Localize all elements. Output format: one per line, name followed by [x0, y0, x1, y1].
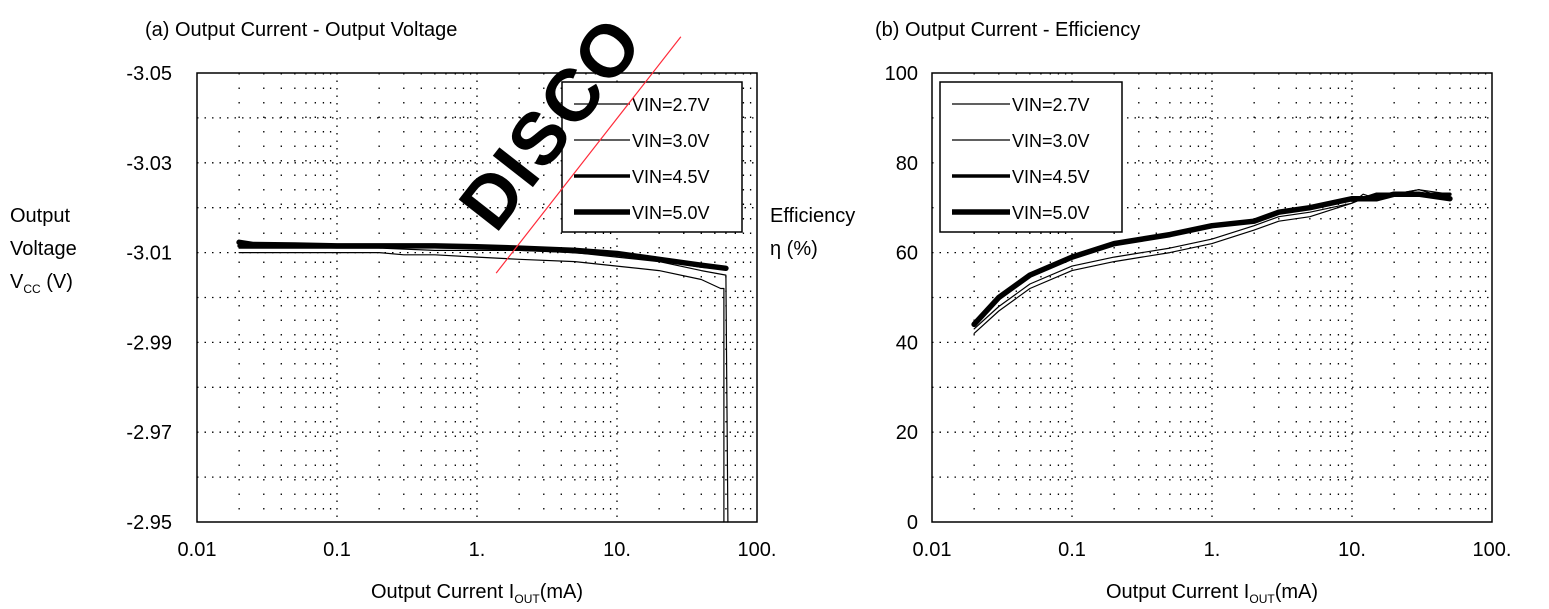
legend-label: VIN=4.5V — [632, 167, 710, 187]
x-axis-label-sub: OUT — [1249, 592, 1275, 606]
x-tick-label: 0.1 — [323, 539, 351, 561]
y-tick-label: 100 — [885, 63, 918, 85]
y-axis-label-text: Output — [10, 205, 70, 227]
y-axis-label-line: VCC (V) — [10, 271, 73, 296]
legend-box — [939, 81, 1123, 233]
series-line-vin-3-0v — [238, 247, 729, 523]
y-tick-label: 40 — [896, 332, 918, 354]
chart-panel-b: VIN=2.7V VIN=3.0V VIN=4.5V VIN=5.0V 0.01 0.1 1… — [770, 19, 1511, 606]
legend: VIN=2.7V VIN=3.0V VIN=4.5V VIN=5.0V — [561, 81, 743, 233]
y-axis-label-text: Voltage — [10, 238, 77, 260]
y-tick-label: -2.97 — [126, 422, 172, 444]
y-axis-label-line: Voltage — [10, 238, 77, 260]
x-tick-label: 0.1 — [1058, 539, 1086, 561]
x-tick-label: 10. — [603, 539, 631, 561]
y-tick-label: -3.05 — [126, 63, 172, 85]
legend: VIN=2.7V VIN=3.0V VIN=4.5V VIN=5.0V — [939, 81, 1123, 233]
x-axis-label-main: Output Current I — [1106, 581, 1249, 603]
y-tick-label: 20 — [896, 422, 918, 444]
legend-label: VIN=4.5V — [1012, 167, 1090, 187]
watermark-rule — [495, 36, 682, 274]
x-axis-label-sub: OUT — [514, 592, 540, 606]
y-axis-label-line: η (%) — [770, 238, 818, 260]
panel-title: (b) Output Current - Efficiency — [875, 19, 1140, 41]
y-tick-label: 0 — [907, 512, 918, 534]
y-tick-label: -3.03 — [126, 153, 172, 175]
x-tick-label: 100. — [1473, 539, 1512, 561]
x-tick-label: 0.01 — [178, 539, 217, 561]
legend-label: VIN=3.0V — [1012, 131, 1090, 151]
legend-label: VIN=5.0V — [1012, 203, 1090, 223]
plot-frame — [196, 72, 758, 523]
legend-label: VIN=5.0V — [632, 203, 710, 223]
x-tick-label: 0.01 — [913, 539, 952, 561]
legend-label: VIN=2.7V — [632, 95, 710, 115]
x-axis-label-unit: (mA) — [540, 581, 583, 603]
series-line-vin-2-7v — [238, 252, 725, 523]
y-axis-label-line: Output — [10, 205, 70, 227]
y-axis-label-text: V — [10, 271, 24, 293]
series-line-vin-5-0v — [971, 191, 1453, 328]
x-axis-label: Output Current IOUT(mA) — [371, 581, 583, 606]
panel-title: (a) Output Current - Output Voltage — [145, 19, 457, 41]
y-tick-label: 60 — [896, 243, 918, 265]
y-axis-label-line: Efficiency — [770, 205, 855, 227]
y-tick-label: -2.95 — [126, 512, 172, 534]
y-tick-label: -2.99 — [126, 332, 172, 354]
plot-frame — [931, 72, 1493, 523]
y-axis-label-unit: (V) — [41, 271, 73, 293]
legend-label: VIN=3.0V — [632, 131, 710, 151]
legend-label: VIN=2.7V — [1012, 95, 1090, 115]
x-axis-label-main: Output Current I — [371, 581, 514, 603]
y-tick-label: -3.01 — [126, 243, 172, 265]
x-axis-label-unit: (mA) — [1275, 581, 1318, 603]
x-axis-label: Output Current IOUT(mA) — [1106, 581, 1318, 606]
chart-panel-a: VIN=2.7V VIN=3.0V VIN=4.5V VIN=5.0V 0.01 0.1 1… — [10, 19, 776, 606]
x-tick-label: 10. — [1338, 539, 1366, 561]
y-axis-label-text: Efficiency — [770, 205, 855, 227]
x-tick-label: 1. — [469, 539, 486, 561]
y-axis-label-text: η (%) — [770, 238, 818, 260]
x-tick-label: 100. — [738, 539, 777, 561]
y-tick-label: 80 — [896, 153, 918, 175]
series-line-vin-5-0v — [236, 239, 729, 272]
x-tick-label: 1. — [1204, 539, 1221, 561]
legend-box — [561, 81, 743, 233]
y-axis-label-sub: CC — [23, 282, 41, 296]
